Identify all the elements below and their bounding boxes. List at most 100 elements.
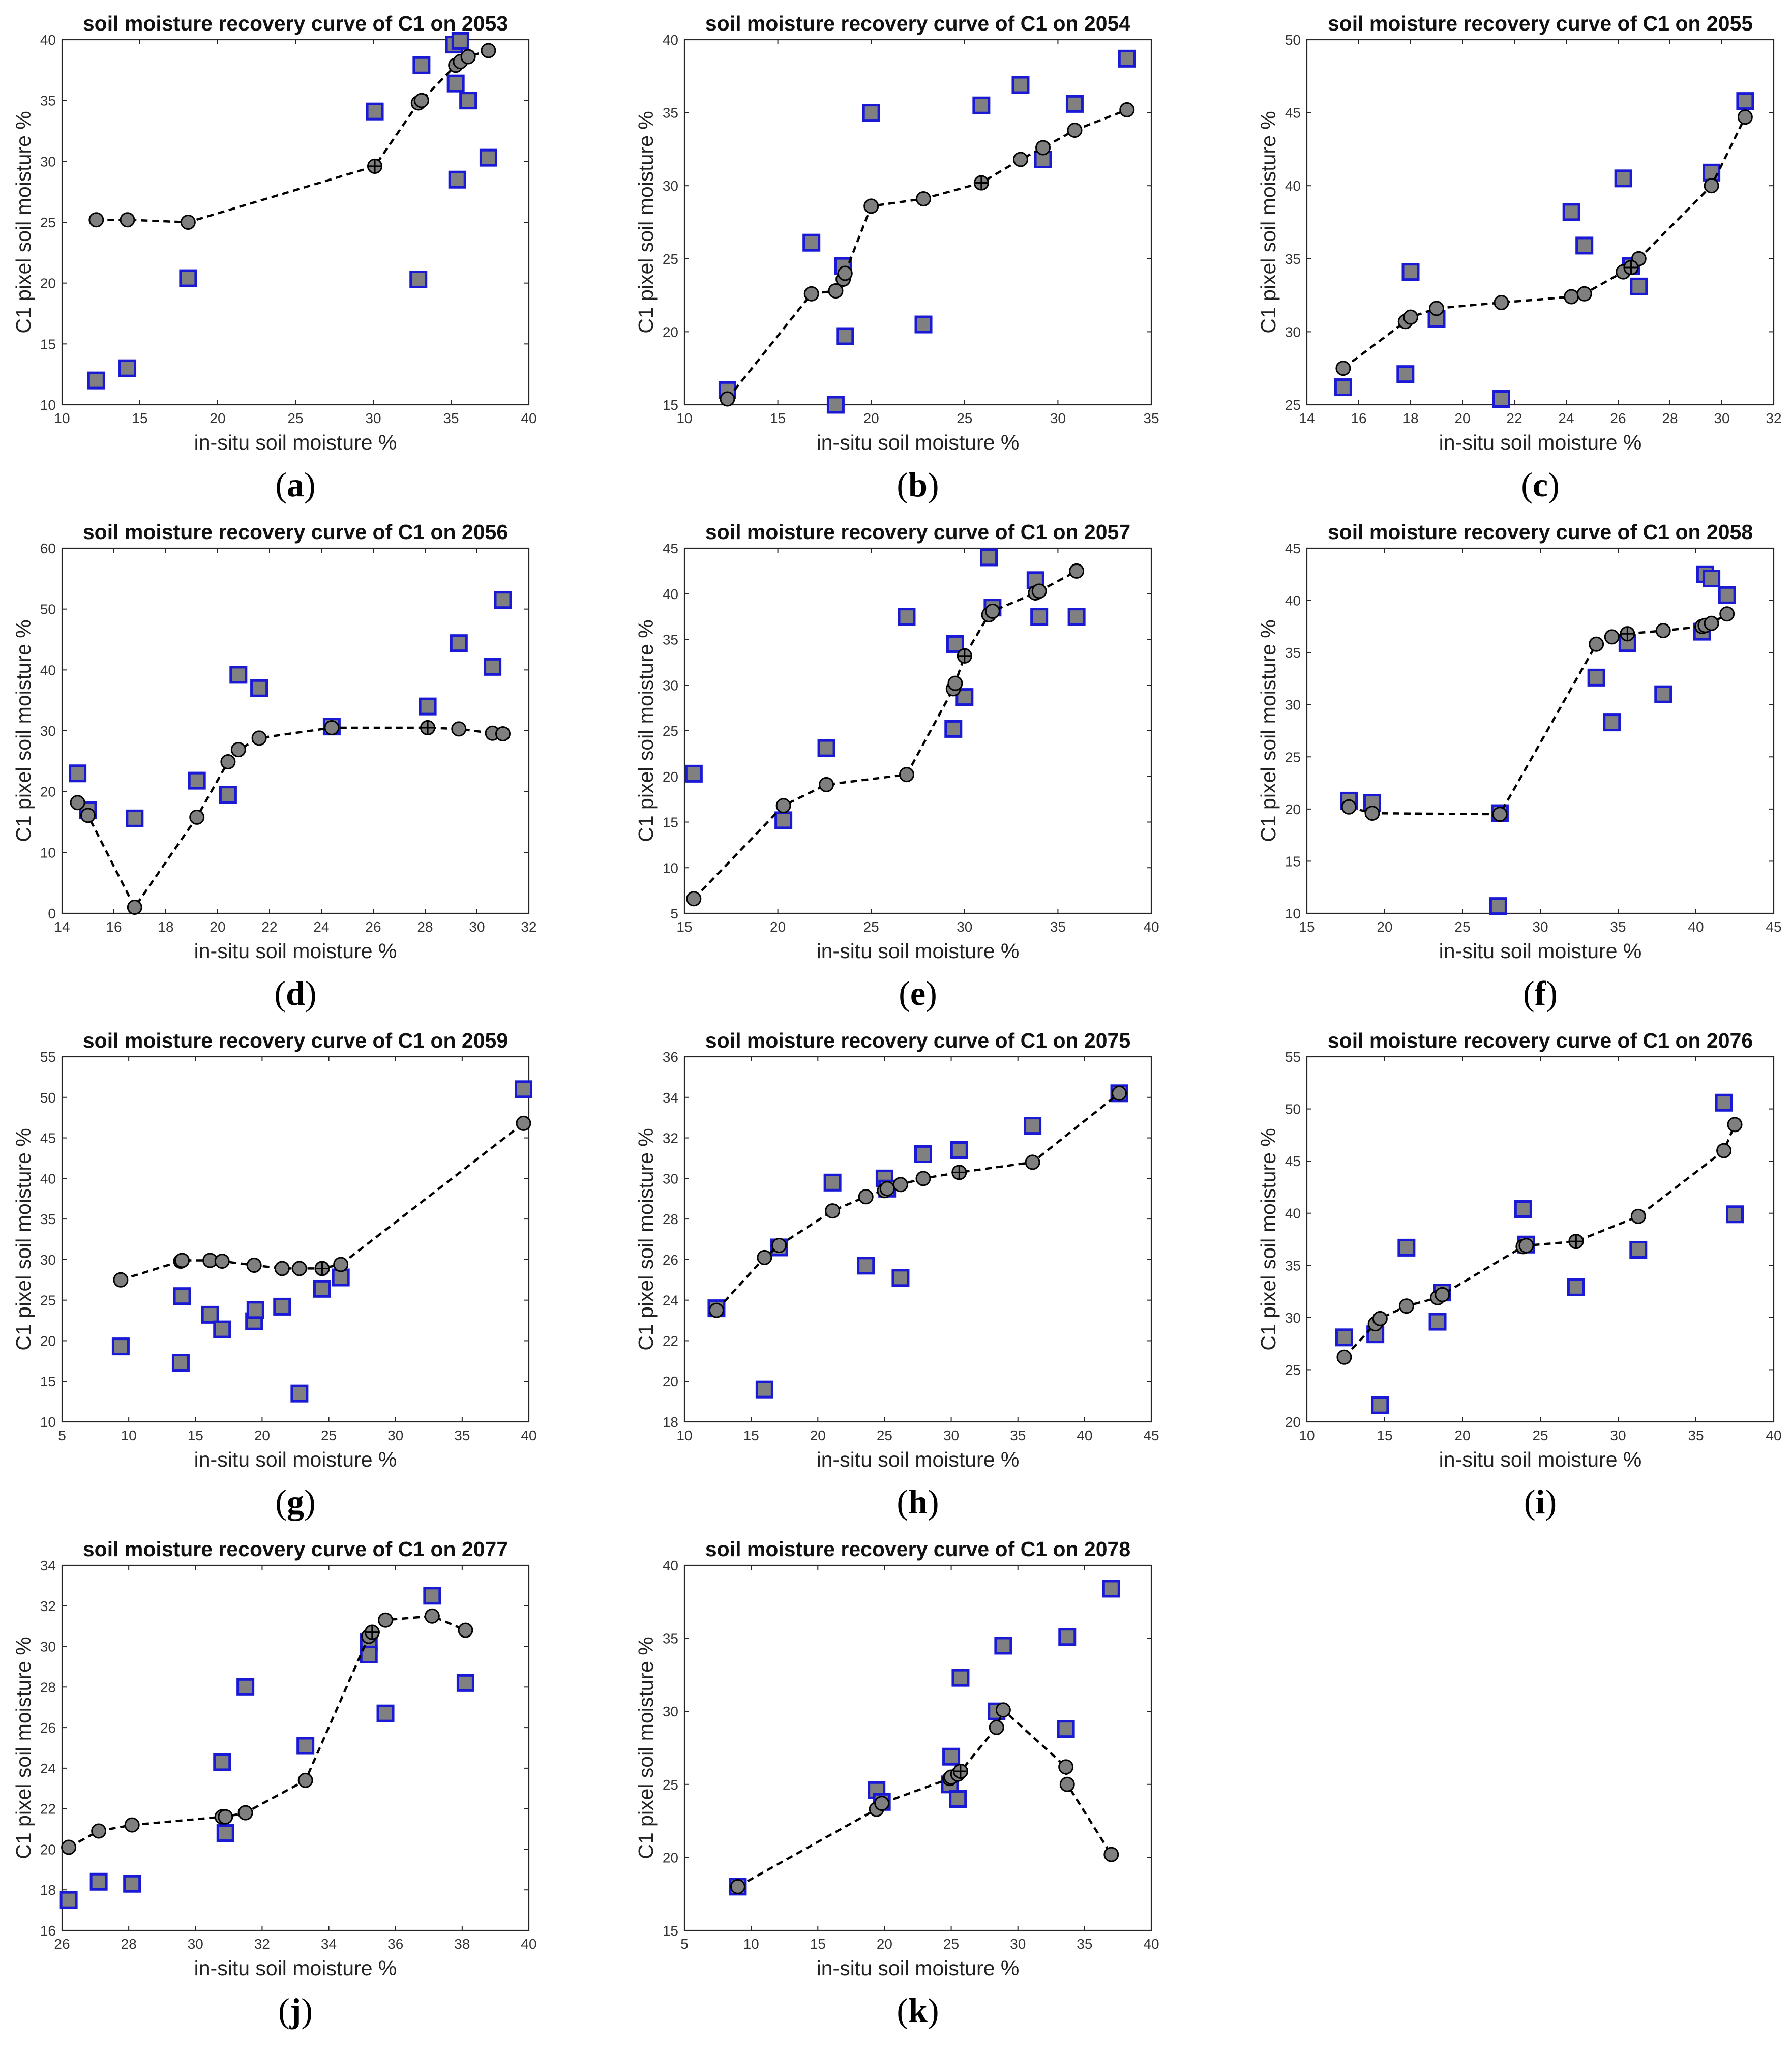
y-tick-label: 45 xyxy=(663,541,678,556)
y-tick-label: 16 xyxy=(40,1923,56,1939)
y-tick-label: 20 xyxy=(40,276,56,291)
square-point xyxy=(89,1872,108,1891)
x-tick-label: 40 xyxy=(521,1427,536,1443)
y-tick-label: 40 xyxy=(1285,593,1301,609)
chart-title: soil moisture recovery curve of C1 on 20… xyxy=(705,1029,1130,1052)
x-tick-label: 25 xyxy=(877,1427,892,1443)
curve-point xyxy=(127,900,142,915)
square-point xyxy=(216,1824,234,1842)
x-tick-label: 40 xyxy=(1143,919,1159,935)
curve-point xyxy=(481,43,496,58)
y-tick-label: 28 xyxy=(40,1679,56,1695)
curve-point xyxy=(495,726,511,741)
chart-title: soil moisture recovery curve of C1 on 20… xyxy=(705,1537,1130,1561)
square-point xyxy=(290,1384,309,1403)
curve-point xyxy=(1737,109,1753,125)
curve-point xyxy=(1058,1759,1074,1775)
x-tick-label: 16 xyxy=(106,919,122,935)
y-tick-label: 15 xyxy=(40,336,56,352)
x-tick-label: 15 xyxy=(770,410,786,426)
curve-point xyxy=(892,1177,908,1193)
square-point xyxy=(1102,1580,1120,1598)
y-tick-label: 18 xyxy=(40,1882,56,1898)
y-tick-label: 32 xyxy=(40,1598,56,1614)
y-tick-label: 35 xyxy=(40,1211,56,1227)
plot-frame xyxy=(683,39,1152,406)
square-point xyxy=(1715,1093,1733,1112)
square-point xyxy=(87,371,105,390)
curve-point xyxy=(91,1823,107,1839)
x-tick-label: 10 xyxy=(1299,1427,1315,1443)
plot-frame xyxy=(683,1056,1152,1423)
y-tick-label: 32 xyxy=(663,1130,678,1146)
y-tick-label: 30 xyxy=(40,1639,56,1655)
y-tick-label: 55 xyxy=(40,1049,56,1065)
y-tick-label: 10 xyxy=(40,1414,56,1430)
curve-point xyxy=(174,1253,190,1268)
x-tick-label: 10 xyxy=(743,1936,759,1952)
x-tick-label: 32 xyxy=(254,1936,270,1952)
square-point xyxy=(456,1674,474,1692)
square-point xyxy=(296,1737,315,1755)
curve-point xyxy=(460,49,476,65)
y-axis-label: C1 pixel soil moisture % xyxy=(12,111,35,334)
curve-point xyxy=(61,1839,77,1855)
y-tick-label: 50 xyxy=(40,1090,56,1106)
y-tick-label: 18 xyxy=(663,1414,678,1430)
y-tick-label: 45 xyxy=(1285,541,1301,556)
x-tick-label: 30 xyxy=(387,1427,403,1443)
curve-point xyxy=(1492,807,1508,822)
x-tick-label: 15 xyxy=(188,1427,203,1443)
curve-point xyxy=(1494,294,1509,310)
square-point xyxy=(409,270,428,288)
curve-point xyxy=(451,721,467,737)
x-tick-label: 30 xyxy=(1050,410,1066,426)
curve-point xyxy=(899,767,914,783)
square-point xyxy=(684,764,703,783)
curve-point xyxy=(1564,289,1579,305)
square-point xyxy=(955,688,974,706)
x-tick-label: 20 xyxy=(210,410,225,426)
y-tick-label: 10 xyxy=(40,397,56,413)
square-point xyxy=(59,1891,78,1909)
curve-point xyxy=(858,1189,874,1205)
y-tick-label: 25 xyxy=(663,251,678,267)
x-tick-label: 25 xyxy=(863,919,879,935)
x-tick-label: 20 xyxy=(210,919,225,935)
y-tick-label: 50 xyxy=(1285,1102,1301,1117)
y-tick-label: 15 xyxy=(40,1374,56,1389)
square-point xyxy=(213,1753,231,1771)
x-tick-label: 14 xyxy=(1299,410,1315,426)
y-tick-label: 30 xyxy=(1285,1310,1301,1326)
y-axis-label: C1 pixel soil moisture % xyxy=(12,1128,35,1351)
curve-point xyxy=(863,198,879,214)
x-tick-label: 30 xyxy=(365,410,381,426)
x-tick-label: 25 xyxy=(321,1427,337,1443)
y-tick-label: 0 xyxy=(48,906,56,921)
square-point xyxy=(1335,1328,1353,1347)
curve-point xyxy=(1336,1349,1352,1365)
y-tick-label: 20 xyxy=(663,1374,678,1389)
x-tick-label: 10 xyxy=(121,1427,137,1443)
y-tick-label: 40 xyxy=(40,662,56,678)
square-point xyxy=(332,1268,350,1287)
curve-point xyxy=(730,1879,745,1894)
x-tick-label: 15 xyxy=(676,919,692,935)
y-tick-label: 10 xyxy=(1285,906,1301,921)
square-point xyxy=(1489,897,1507,915)
square-point xyxy=(1630,277,1648,295)
y-axis-label: C1 pixel soil moisture % xyxy=(1257,111,1280,334)
square-point xyxy=(484,658,502,676)
y-axis-label: C1 pixel soil moisture % xyxy=(634,619,658,842)
chart-title: soil moisture recovery curve of C1 on 20… xyxy=(1328,1029,1753,1052)
square-point xyxy=(179,269,197,287)
curve-point xyxy=(297,1772,313,1788)
x-tick-label: 32 xyxy=(521,919,536,935)
recovery-curve-line xyxy=(693,570,1078,900)
square-point xyxy=(1703,569,1721,587)
x-tick-label: 28 xyxy=(1662,410,1678,426)
y-tick-label: 25 xyxy=(663,1777,678,1793)
square-point xyxy=(980,548,998,567)
panel-letter: (c) xyxy=(1521,465,1560,504)
x-tick-label: 20 xyxy=(1377,919,1392,935)
